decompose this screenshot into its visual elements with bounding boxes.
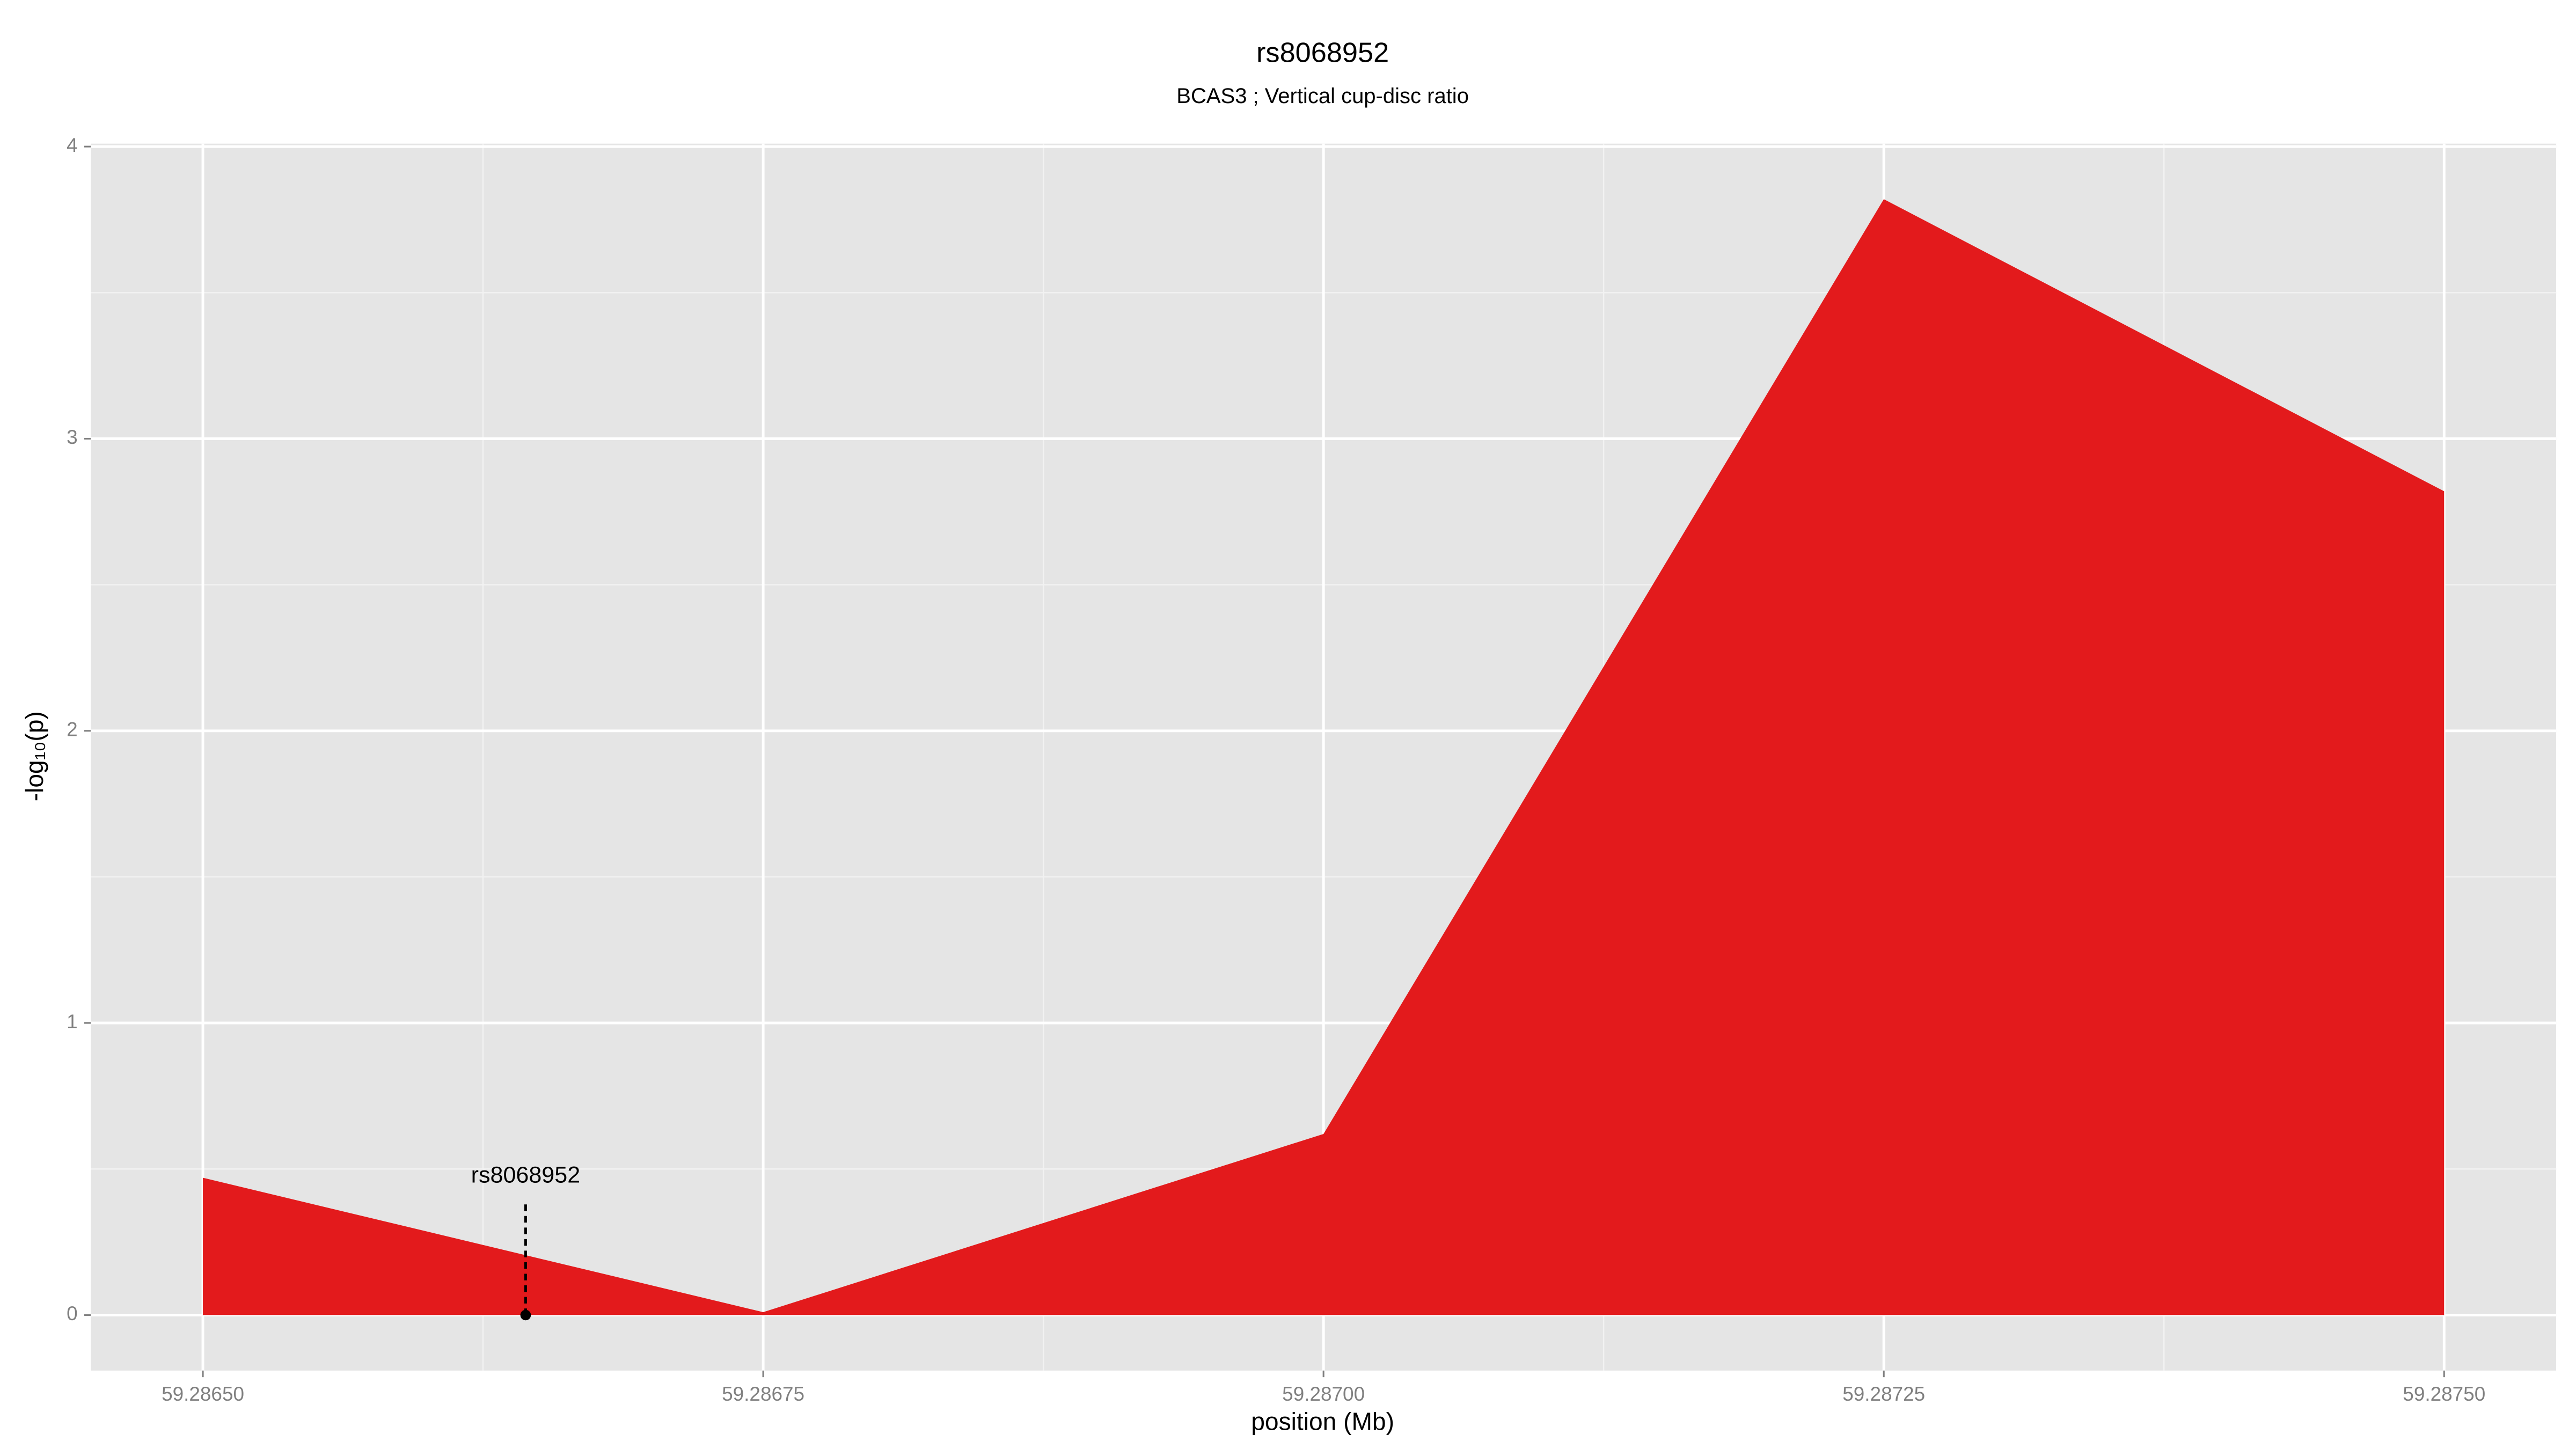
- chart-title: rs8068952: [1256, 37, 1389, 68]
- x-tick-label: 59.28675: [722, 1383, 804, 1405]
- chart-subtitle: BCAS3 ; Vertical cup-disc ratio: [1176, 84, 1469, 108]
- annotation-point: [520, 1309, 531, 1321]
- y-tick-label: 4: [67, 134, 78, 156]
- x-axis-label: position (Mb): [1251, 1407, 1394, 1435]
- y-tick-label: 0: [67, 1302, 78, 1324]
- y-axis-label: -log₁₀(p): [20, 711, 48, 801]
- y-tick-label: 3: [67, 426, 78, 448]
- y-tick-label: 2: [67, 719, 78, 741]
- x-tick-label: 59.28700: [1282, 1383, 1365, 1405]
- x-tick-label: 59.28750: [2403, 1383, 2485, 1405]
- area: [203, 199, 2445, 1315]
- y-tick-label: 1: [67, 1011, 78, 1033]
- annotation-label: rs8068952: [471, 1162, 581, 1188]
- x-tick-label: 59.28650: [162, 1383, 244, 1405]
- x-tick-label: 59.28725: [1842, 1383, 1925, 1405]
